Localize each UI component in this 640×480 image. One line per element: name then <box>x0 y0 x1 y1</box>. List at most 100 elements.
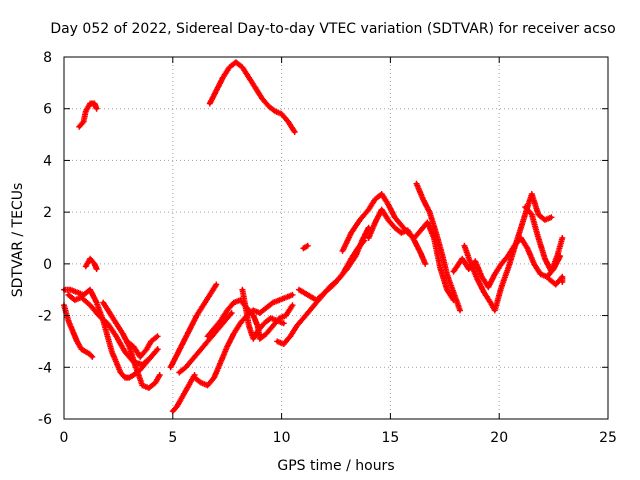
data-point <box>332 282 336 287</box>
data-point <box>536 213 540 217</box>
data-point <box>284 313 288 318</box>
data-point <box>219 360 223 364</box>
grid <box>64 57 608 419</box>
data-point <box>238 298 242 302</box>
data-point <box>306 244 310 248</box>
data-point <box>556 251 560 256</box>
data-point <box>295 324 299 328</box>
data-series <box>296 237 368 304</box>
data-point <box>227 65 231 69</box>
data-point <box>138 355 142 359</box>
data-point <box>219 319 223 323</box>
data-point <box>90 355 94 359</box>
data-point <box>179 396 184 400</box>
data-point <box>445 272 449 276</box>
y-tick-label: 2 <box>43 205 52 221</box>
data-point <box>482 290 486 294</box>
data-point <box>282 342 286 346</box>
data-point <box>118 370 123 375</box>
data-point <box>271 324 275 328</box>
data-point <box>199 381 203 385</box>
data-point <box>421 197 425 201</box>
data-point <box>66 293 70 297</box>
data-point <box>71 329 75 333</box>
data-point <box>486 285 490 289</box>
data-points <box>61 59 566 415</box>
data-point <box>523 205 527 209</box>
data-point <box>108 311 112 315</box>
data-point <box>512 246 517 250</box>
data-point <box>264 306 268 310</box>
data-point <box>240 65 245 69</box>
data-point <box>340 272 345 276</box>
data-point <box>310 306 314 310</box>
data-point <box>264 332 268 336</box>
data-point <box>373 197 377 201</box>
data-point <box>441 254 445 258</box>
data-point <box>525 246 530 250</box>
data-point <box>92 262 97 266</box>
data-point <box>493 272 497 276</box>
data-point <box>438 267 443 271</box>
data-point <box>356 246 360 250</box>
data-point <box>192 376 197 380</box>
data-point <box>101 301 105 305</box>
data-point <box>251 337 255 341</box>
data-point <box>473 259 477 263</box>
x-tick-label: 20 <box>490 430 508 446</box>
y-tick-label: 6 <box>43 102 52 118</box>
data-point <box>79 347 84 351</box>
data-point <box>253 86 258 90</box>
data-point <box>543 257 547 261</box>
data-point <box>95 107 99 111</box>
data-point <box>149 339 153 344</box>
data-point <box>125 339 129 344</box>
data-point <box>290 303 295 307</box>
data-point <box>73 298 77 302</box>
data-point <box>543 218 547 222</box>
data-point <box>134 365 138 369</box>
data-point <box>182 339 186 344</box>
data-point <box>105 321 110 325</box>
data-point <box>229 311 234 315</box>
data-series <box>206 59 298 135</box>
data-point <box>499 262 503 266</box>
data-point <box>84 109 88 113</box>
data-point <box>79 295 84 300</box>
data-point <box>271 301 275 305</box>
data-point <box>188 326 192 331</box>
data-point <box>460 257 464 261</box>
data-point <box>212 326 216 331</box>
data-point <box>258 311 262 315</box>
data-point <box>290 293 295 297</box>
y-tick-label: -4 <box>38 360 52 376</box>
y-tick-label: -2 <box>38 309 52 325</box>
data-point <box>506 254 510 258</box>
data-point <box>419 228 423 232</box>
data-point <box>451 270 456 274</box>
data-point <box>434 231 438 235</box>
data-point <box>530 213 534 217</box>
data-point <box>288 334 292 338</box>
data-point <box>286 120 290 124</box>
data-point <box>81 120 86 124</box>
data-point <box>547 277 551 281</box>
data-point <box>314 298 319 302</box>
data-point <box>84 264 88 269</box>
data-point <box>68 288 73 292</box>
data-point <box>373 220 377 225</box>
data-point <box>349 231 353 235</box>
data-point <box>414 182 419 186</box>
x-tick-label: 5 <box>168 430 177 446</box>
data-point <box>251 313 255 318</box>
data-point <box>280 112 284 116</box>
data-point <box>301 246 305 250</box>
x-tick-label: 10 <box>273 430 291 446</box>
data-point <box>147 386 151 390</box>
data-point <box>206 334 210 338</box>
data-point <box>493 308 497 312</box>
plot-frame <box>63 56 609 420</box>
data-point <box>184 365 188 369</box>
